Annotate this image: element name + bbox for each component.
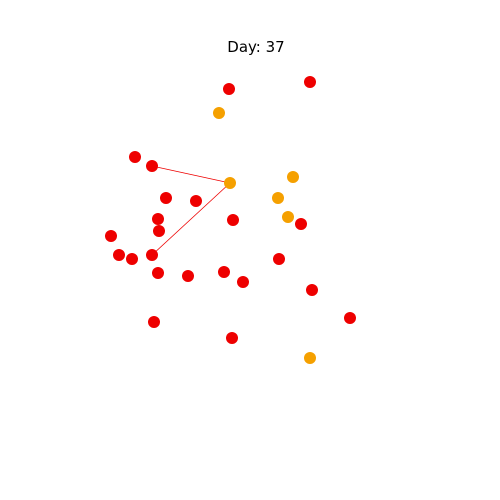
scatter-point-red (152, 213, 164, 225)
scatter-point-red (146, 160, 158, 172)
scatter-point-red (182, 270, 194, 282)
scatter-point-orange (282, 211, 294, 223)
scatter-point-red (146, 249, 158, 261)
scatter-point-red (152, 267, 164, 279)
scatter-points (105, 76, 356, 364)
scatter-point-orange (287, 171, 299, 183)
scatter-point-red (105, 230, 117, 242)
scatter-point-orange (224, 177, 236, 189)
scatter-point-red (223, 83, 235, 95)
scatter-point-red (218, 266, 230, 278)
scatter-point-orange (304, 352, 316, 364)
contact-links (151, 165, 231, 256)
scatter-point-orange (213, 107, 225, 119)
contact-link (151, 165, 231, 184)
chart-title: Day: 37 (227, 38, 284, 56)
scatter-point-red (153, 225, 165, 237)
scatter-point-red (304, 76, 316, 88)
scatter-point-red (126, 253, 138, 265)
scatter-point-red (226, 332, 238, 344)
scatter-point-red (148, 316, 160, 328)
scatter-point-red (237, 276, 249, 288)
scatter-point-red (273, 253, 285, 265)
contact-link (151, 182, 231, 256)
scatter-point-red (306, 284, 318, 296)
scatter-point-red (190, 195, 202, 207)
scatter-point-red (160, 192, 172, 204)
scatter-point-orange (272, 192, 284, 204)
scatter-point-red (129, 151, 141, 163)
scatter-point-red (295, 218, 307, 230)
scatter-point-red (113, 249, 125, 261)
scatter-point-red (227, 214, 239, 226)
scatter-point-red (344, 312, 356, 324)
